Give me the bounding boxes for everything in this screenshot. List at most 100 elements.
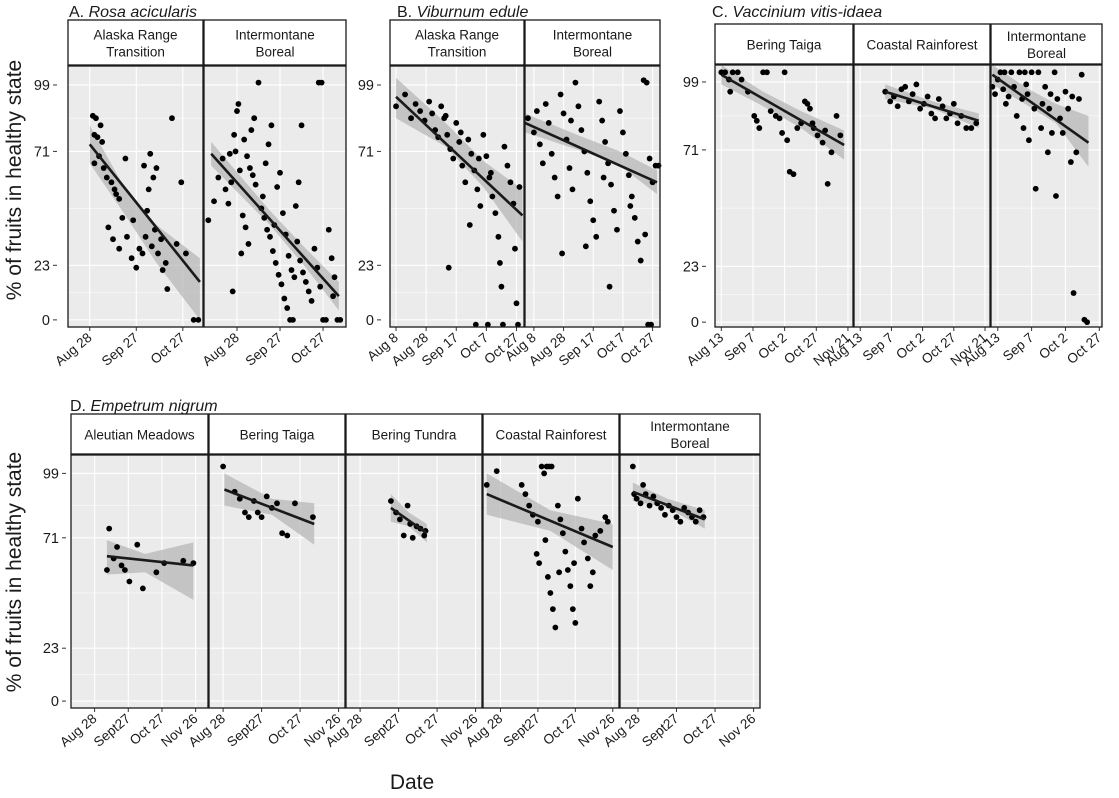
x-tick-label: Oct 27 — [148, 330, 188, 367]
x-tick-label: Aug 13 — [684, 330, 726, 369]
data-point — [643, 79, 650, 86]
data-point — [533, 551, 540, 557]
facet-label-line: Boreal — [670, 436, 709, 451]
data-point — [559, 250, 565, 257]
data-point — [575, 103, 582, 110]
x-tick-label: Nov 26 — [716, 711, 758, 750]
x-tick-label: Sep 27 — [243, 330, 285, 369]
y-tick-label: 71 — [43, 531, 59, 547]
y-tick-label: 99 — [43, 466, 59, 482]
facet-frame — [714, 64, 854, 328]
x-tick-label: Sep 27 — [99, 330, 141, 369]
data-point — [311, 245, 318, 252]
data-point — [932, 115, 939, 122]
data-point — [238, 250, 245, 257]
data-point — [587, 583, 594, 589]
data-point — [190, 316, 197, 323]
confidence-ribbon — [396, 77, 523, 242]
y-tick-label: 71 — [34, 144, 50, 160]
panel-title: B. Viburnum edule — [397, 4, 528, 21]
data-point — [150, 174, 157, 181]
regression-line — [486, 492, 614, 549]
facet-label-line: Transition — [106, 45, 165, 60]
regression-line — [884, 90, 980, 123]
data-point — [153, 569, 160, 576]
data-point — [633, 495, 640, 502]
data-point — [278, 281, 285, 288]
data-point — [608, 181, 614, 188]
x-tick-label: Sept27 — [639, 711, 681, 750]
data-point — [625, 172, 632, 179]
data-point — [468, 150, 475, 157]
data-point — [516, 184, 523, 190]
data-point — [91, 160, 98, 167]
panel-1: A. Rosa acicularis Alaska Range Transition… — [34, 4, 347, 369]
data-point — [264, 226, 271, 233]
data-point — [1035, 69, 1042, 76]
data-point — [518, 482, 525, 488]
data-point — [302, 279, 309, 285]
data-point — [292, 500, 298, 507]
data-point — [767, 108, 774, 114]
data-point — [887, 98, 894, 105]
data-point — [158, 236, 165, 243]
facet-strip — [70, 413, 209, 455]
data-point — [538, 463, 545, 470]
data-point — [1042, 83, 1049, 90]
data-point — [564, 567, 571, 573]
y-tick-label: 99 — [683, 75, 699, 91]
data-point — [116, 245, 123, 252]
data-point — [1046, 105, 1053, 112]
data-point — [229, 288, 236, 295]
data-point — [294, 238, 301, 245]
x-tick-label: Oct 27 — [617, 330, 657, 367]
data-point — [211, 198, 217, 205]
data-point — [308, 298, 315, 304]
data-point — [409, 534, 416, 541]
panel-species: Viburnum edule — [417, 4, 529, 21]
data-point — [696, 507, 703, 514]
y-axis-label-top: % of fruits in healthy state — [3, 60, 26, 300]
data-point — [124, 233, 130, 240]
data-point — [1070, 290, 1077, 296]
data-point — [297, 257, 304, 264]
data-point — [526, 502, 533, 509]
data-point — [195, 316, 202, 323]
panel-letter: A. — [69, 4, 89, 21]
data-point — [1049, 130, 1055, 136]
facet-strip — [203, 19, 347, 66]
data-point — [943, 115, 950, 122]
data-point — [557, 91, 564, 98]
data-point — [587, 198, 594, 205]
data-point — [267, 233, 273, 240]
facet-frame — [208, 454, 346, 709]
data-point — [231, 131, 238, 138]
data-point — [400, 532, 407, 539]
data-point — [475, 155, 482, 162]
panel-3: C. Vaccinium vitis-idaea Bering Taiga Aug … — [683, 4, 1104, 369]
panel-title: D. Empetrum nigrum — [70, 398, 218, 415]
data-point — [404, 502, 411, 509]
data-point — [241, 136, 248, 143]
data-point — [93, 115, 99, 122]
data-point — [493, 468, 500, 474]
data-point — [495, 233, 502, 240]
facet-strip — [524, 19, 661, 66]
data-point — [552, 624, 559, 631]
data-point — [97, 122, 104, 129]
x-axis-label: Date — [390, 771, 434, 794]
x-tick-label: Sep 7 — [1000, 330, 1037, 364]
data-point — [173, 241, 180, 247]
data-point — [277, 169, 283, 176]
x-tick-label: Oct 27 — [540, 711, 580, 748]
data-point — [498, 283, 505, 290]
data-point — [226, 150, 233, 157]
data-point — [928, 110, 935, 117]
data-point — [794, 125, 801, 131]
facet-label-line: Bering Taiga — [240, 428, 315, 443]
panel-4: D. Empetrum nigrum Aleutian Meadows Aug 28… — [43, 398, 761, 750]
data-point — [459, 162, 466, 169]
data-point — [453, 120, 460, 126]
